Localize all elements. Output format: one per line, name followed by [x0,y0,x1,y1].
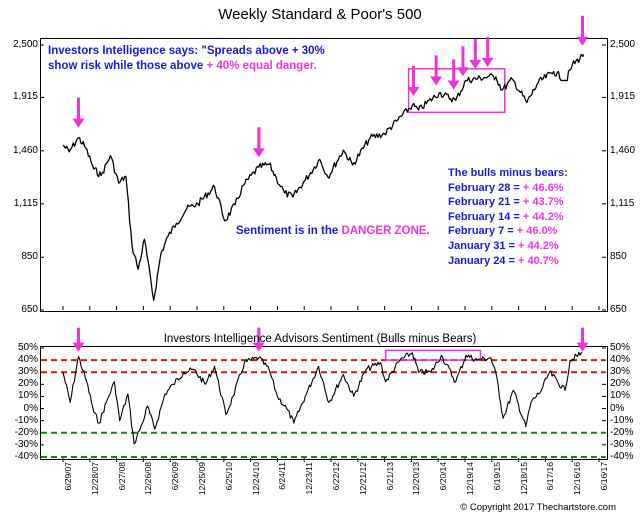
chart-title: Weekly Standard & Poor's 500 [218,6,422,23]
highlight-box [384,349,482,361]
arrow-head [430,76,443,86]
bulls-row: January 31 = + 44.2% [448,239,559,252]
quote-line-2: show risk while those above + 40% equal … [48,59,325,74]
y-tick-label: 1,460 [12,144,38,156]
arrow-head [481,57,494,67]
quote-line-2-highlight: + 40% equal danger. [206,60,317,72]
y-tick-label: -30% [14,438,38,450]
y-tick-label: -20% [610,426,634,438]
y-tick-label: 20% [17,378,38,390]
y-tick-label: -20% [14,426,38,438]
y-tick-label: 40% [17,354,38,366]
bulls-row-value: + 46.6% [522,181,564,194]
arrow-head [456,67,469,77]
y-tick-label: 650 [610,304,627,315]
arrow-head [576,36,589,46]
sp500-line [62,53,585,301]
sentiment-chart-panel [40,346,608,460]
bulls-row: January 24 = + 40.7% [448,254,559,267]
bulls-row-value: + 46.0% [516,225,558,238]
bulls-row-date: January 24 [448,254,506,267]
bulls-row: February 21 = + 43.7% [448,196,564,209]
y-tick-label: 20% [610,378,631,390]
arrow-head [72,342,85,352]
bulls-row-date: February 14 [448,210,511,223]
arrow-head [469,59,482,69]
y-tick-label: 0% [610,402,625,414]
bulls-row-date: January 31 [448,239,506,252]
arrow-head [252,342,265,352]
bulls-minus-bears-box: The bulls minus bears: February 28 = + 4… [448,166,568,268]
bulls-row-date: February 7 [448,225,505,238]
y-tick-label: 2,500 [12,39,38,50]
bulls-header: The bulls minus bears: [448,167,568,179]
y-tick-label: 50% [17,342,38,353]
y-tick-label: 40% [610,354,631,366]
arrow-head [252,148,265,158]
y-tick-label: 10% [17,390,38,402]
bulls-row-date: February 28 [448,181,511,194]
y-tick-label: 10% [610,390,631,402]
danger-prefix: Sentiment is in the [236,225,339,237]
y-tick-label: 850 [21,251,38,263]
y-tick-label: 30% [17,366,38,378]
y-tick-label: 1,115 [610,197,635,209]
bulls-row-value: + 43.7% [522,196,564,209]
quote-line-1: Investors Intelligence says: "Spreads ab… [48,45,325,57]
y-tick-label: 2,500 [610,39,636,50]
arrow-head [407,86,420,96]
y-tick-label: -10% [610,414,634,426]
quote-annotation: Investors Intelligence says: "Spreads ab… [48,44,325,74]
bulls-row-value: + 40.7% [518,254,559,267]
main-chart-panel [40,38,608,312]
y-tick-label: -10% [14,414,38,426]
danger-zone-annotation: Sentiment is in the DANGER ZONE. [236,225,430,237]
y-tick-label: -30% [610,438,634,450]
arrow-head [447,80,460,90]
bulls-row-value: + 44.2% [522,210,564,223]
y-tick-label: 0% [23,402,38,414]
copyright: © Copyright 2017 Thechartstore.com [460,502,616,513]
y-tick-label: 1,915 [610,91,636,103]
sentiment-chart-title: Investors Intelligence Advisors Sentimen… [163,333,477,345]
y-tick-label: 650 [21,304,38,315]
danger-highlight: DANGER ZONE. [341,225,430,237]
y-tick-label: 30% [610,366,631,378]
y-tick-label: 1,460 [610,144,636,156]
y-tick-label: -40% [14,451,38,462]
bulls-row: February 7 = + 46.0% [448,225,558,238]
sentiment-line [62,351,583,445]
y-tick-label: 1,915 [12,91,38,103]
y-tick-label: 1,115 [13,197,38,209]
arrow-head [576,342,589,352]
y-tick-label: 50% [610,342,631,353]
quote-line-2-text: show risk while those above [48,60,204,72]
bulls-row: February 28 = + 46.6% [448,181,564,194]
highlight-box [407,68,506,114]
arrow-head [72,118,85,128]
bulls-row-date: February 21 [448,196,511,209]
bulls-row: February 14 = + 44.2% [448,210,564,223]
y-tick-label: 850 [610,251,627,263]
y-tick-label: -40% [610,451,634,462]
bulls-row-value: + 44.2% [518,239,559,252]
